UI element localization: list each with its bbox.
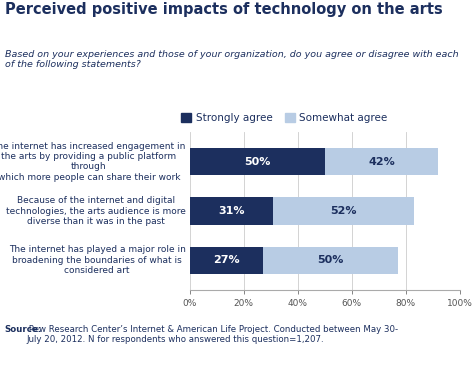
Text: Because of the internet and digital
technologies, the arts audience is more
dive: Because of the internet and digital tech… [6,196,185,226]
Bar [190,247,263,274]
Text: Perceived positive impacts of technology on the arts: Perceived positive impacts of technology… [5,2,443,17]
Text: The internet has played a major role in
broadening the boundaries of what is
con: The internet has played a major role in … [9,246,185,275]
Legend: Strongly agree, Somewhat agree: Strongly agree, Somewhat agree [181,113,388,123]
Text: 31%: 31% [218,206,245,216]
Bar [190,148,325,175]
Text: The internet has increased engagement in
the arts by providing a public platform: The internet has increased engagement in… [0,142,185,182]
Text: Pew Research Center’s Internet & American Life Project. Conducted between May 30: Pew Research Center’s Internet & America… [26,325,398,344]
Bar [190,197,273,225]
Bar [273,197,414,225]
Text: 50%: 50% [244,157,270,167]
Bar [263,247,398,274]
Text: Source:: Source: [5,325,42,334]
Text: 52%: 52% [330,206,357,216]
Text: 50%: 50% [317,255,343,265]
Bar [325,148,438,175]
Text: 27%: 27% [213,255,239,265]
Text: 42%: 42% [368,157,395,167]
Text: Based on your experiences and those of your organization, do you agree or disagr: Based on your experiences and those of y… [5,50,458,69]
